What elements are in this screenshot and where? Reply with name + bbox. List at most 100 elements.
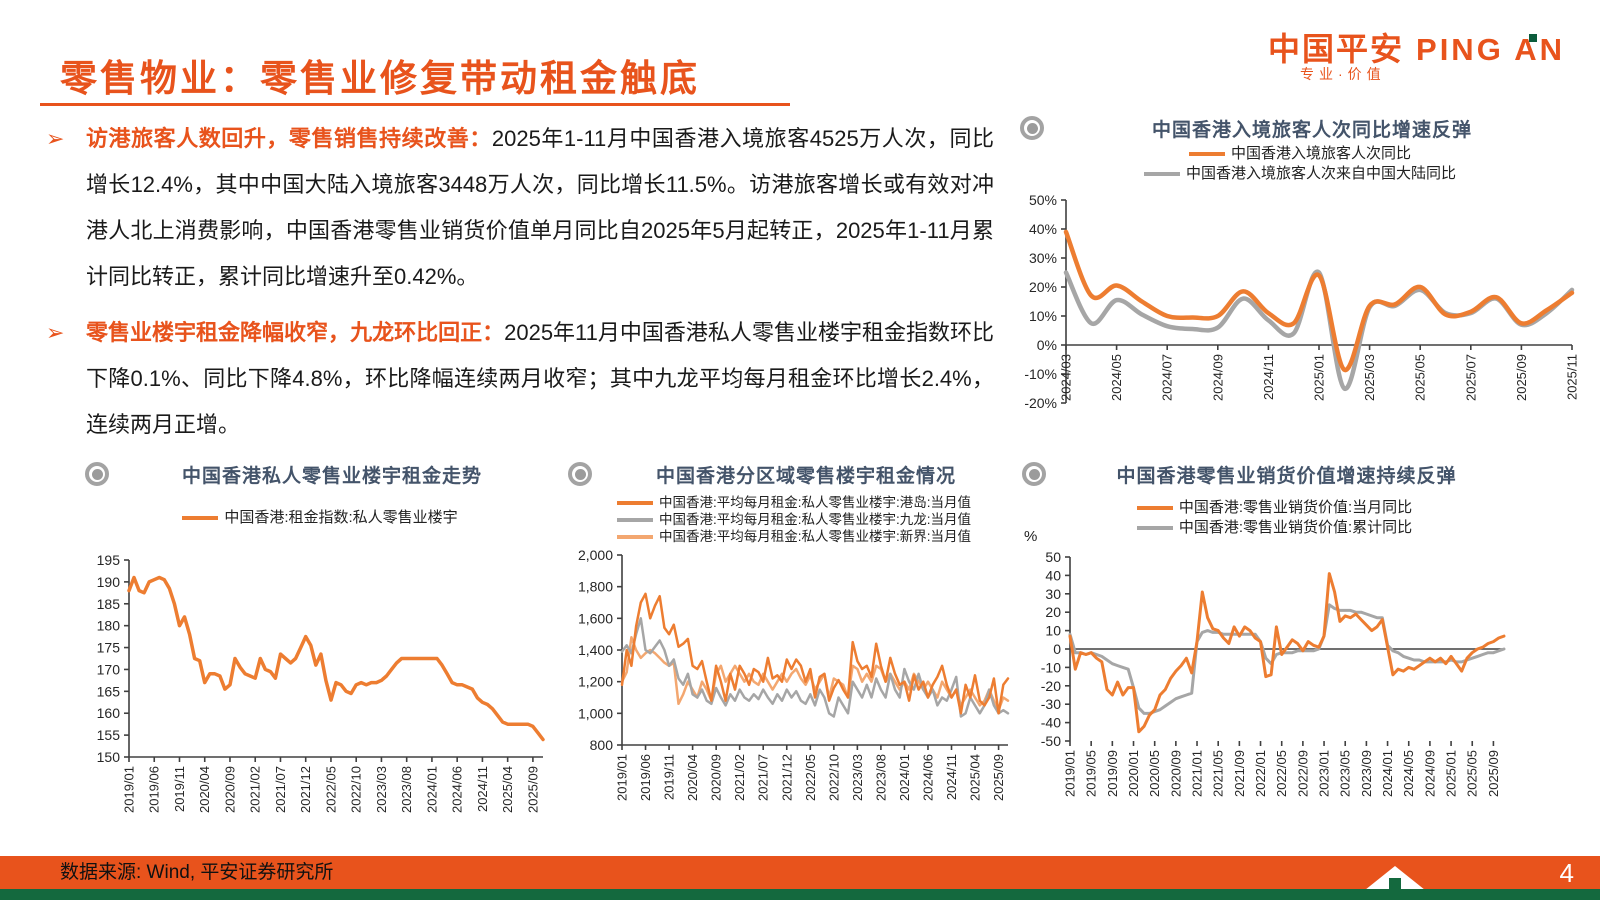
svg-text:50%: 50% [1029, 192, 1057, 208]
svg-text:2020/04: 2020/04 [685, 754, 700, 801]
bullet-item: ➢ 零售业楼宇租金降幅收窄，九龙环比回正：2025年11月中国香港私人零售业楼宇租… [46, 310, 994, 448]
bullet-list: ➢ 访港旅客人数回升，零售销售持续改善：2025年1-11月中国香港入境旅客452… [46, 116, 994, 458]
svg-text:2024/05: 2024/05 [1109, 354, 1124, 401]
chart-title: 中国香港私人零售业楼宇租金走势 [181, 465, 482, 487]
chart-legend: 中国香港入境旅客人次同比 中国香港入境旅客人次来自中国大陆同比 [1020, 144, 1580, 184]
svg-text:2019/05: 2019/05 [1084, 750, 1099, 797]
svg-text:2025/01: 2025/01 [1312, 354, 1327, 401]
svg-text:2021/09: 2021/09 [1232, 750, 1247, 797]
legend-label: 中国香港:平均每月租金:私人零售业楼宇:港岛:当月值 [658, 495, 971, 510]
pingan-mountain-icon [1365, 866, 1425, 890]
svg-text:2021/12: 2021/12 [779, 754, 794, 801]
data-source: 数据来源: Wind, 平安证券研究所 [60, 862, 334, 883]
chart-legend: 中国香港:租金指数:私人零售业楼宇 [85, 508, 555, 528]
bullet-body: 2025年1-11月中国香港入境旅客4525万人次，同比增长12.4%，其中中国… [86, 126, 994, 289]
logo-tagline: 专业·价值 [1300, 66, 1386, 82]
svg-text:2024/01: 2024/01 [1380, 750, 1395, 797]
line-chart-plot: 2,000 1,800 1,600 1,400 1,200 1,000 8002019/01… [578, 547, 1010, 801]
svg-text:2023/03: 2023/03 [374, 766, 389, 813]
svg-text:2025/09: 2025/09 [991, 754, 1006, 801]
svg-text:2019/01: 2019/01 [615, 754, 630, 801]
svg-text:2020/09: 2020/09 [709, 754, 724, 801]
bullet-lead: 访港旅客人数回升，零售销售持续改善： [86, 126, 492, 151]
legend-swatch [1136, 506, 1173, 510]
svg-text:2019/11: 2019/11 [172, 766, 187, 812]
bullseye-icon [1020, 116, 1044, 140]
svg-text:2019/01: 2019/01 [1063, 750, 1078, 797]
svg-text:1,600: 1,600 [578, 610, 613, 626]
chart-legend: 中国香港:平均每月租金:私人零售业楼宇:港岛:当月值 中国香港:平均每月租金:私… [568, 494, 1020, 545]
chart-visitor-arrivals: 中国香港入境旅客人次同比增速反弹 中国香港入境旅客人次同比 中国香港入境旅客人次… [1020, 112, 1580, 448]
svg-text:2025/01: 2025/01 [1444, 750, 1459, 797]
svg-text:2024/09: 2024/09 [1422, 750, 1437, 797]
svg-text:2024/06: 2024/06 [920, 754, 935, 801]
svg-text:1,000: 1,000 [578, 705, 613, 721]
svg-text:1,400: 1,400 [578, 642, 613, 658]
svg-text:2024/07: 2024/07 [1160, 354, 1175, 401]
svg-text:2024/03: 2024/03 [1059, 354, 1074, 401]
svg-text:40%: 40% [1029, 221, 1057, 237]
svg-text:20%: 20% [1029, 279, 1057, 295]
legend-swatch [616, 534, 653, 539]
svg-text:2021/05: 2021/05 [1211, 750, 1226, 797]
svg-text:1,800: 1,800 [578, 579, 613, 595]
svg-text:170: 170 [97, 661, 121, 677]
svg-text:2022/09: 2022/09 [1295, 750, 1310, 797]
bullet-item: ➢ 访港旅客人数回升，零售销售持续改善：2025年1-11月中国香港入境旅客452… [46, 116, 994, 300]
svg-text:-20: -20 [1041, 678, 1061, 694]
svg-text:2019/09: 2019/09 [1105, 750, 1120, 797]
chart-retail-sales-growth: 中国香港零售业销货价值增速持续反弹 中国香港:零售业销货价值:当月同比 中国香港… [1022, 458, 1527, 850]
legend-label: 中国香港:平均每月租金:私人零售业楼宇:九龙:当月值 [658, 512, 971, 527]
svg-text:2025/09: 2025/09 [1486, 750, 1501, 797]
title-underline [40, 103, 790, 106]
bullet-lead: 零售业楼宇租金降幅收窄，九龙环比回正： [86, 320, 505, 345]
svg-text:800: 800 [590, 737, 614, 753]
svg-text:2025/11: 2025/11 [1565, 354, 1580, 400]
svg-text:2020/04: 2020/04 [197, 766, 212, 813]
svg-text:2025/03: 2025/03 [1362, 354, 1377, 401]
legend-label: 中国香港:零售业销货价值:当月同比 [1178, 499, 1413, 516]
pingan-logo: 中国平安 PING AN [1268, 24, 1565, 70]
svg-text:10%: 10% [1029, 308, 1057, 324]
svg-text:0: 0 [1053, 641, 1061, 657]
svg-text:2021/02: 2021/02 [732, 754, 747, 801]
page-title: 零售物业：零售业修复带动租金触底 [60, 58, 700, 99]
svg-text:2020/09: 2020/09 [1168, 750, 1183, 797]
svg-text:-10: -10 [1041, 659, 1061, 675]
svg-text:0%: 0% [1037, 337, 1057, 353]
svg-text:2020/09: 2020/09 [222, 766, 237, 813]
svg-text:2025/05: 2025/05 [1413, 354, 1428, 401]
svg-text:2024/09: 2024/09 [1210, 354, 1225, 401]
svg-text:-50: -50 [1041, 733, 1061, 749]
svg-text:40: 40 [1045, 567, 1061, 583]
chart-title: 中国香港入境旅客人次同比增速反弹 [1151, 119, 1472, 141]
svg-text:185: 185 [97, 596, 121, 612]
svg-text:2021/12: 2021/12 [298, 766, 313, 813]
svg-text:2022/05: 2022/05 [323, 766, 338, 813]
svg-text:2019/06: 2019/06 [147, 766, 162, 813]
legend-label: 中国香港:平均每月租金:私人零售业楼宇:新界:当月值 [658, 529, 971, 544]
svg-text:2021/01: 2021/01 [1190, 750, 1205, 797]
logo-green-square-icon [1529, 34, 1538, 42]
svg-text:2022/05: 2022/05 [803, 754, 818, 801]
svg-text:2023/01: 2023/01 [1317, 750, 1332, 797]
svg-text:50: 50 [1045, 549, 1061, 565]
svg-text:2024/01: 2024/01 [897, 754, 912, 801]
svg-text:2024/11: 2024/11 [475, 766, 490, 812]
svg-text:30%: 30% [1029, 250, 1057, 266]
svg-text:10: 10 [1045, 623, 1061, 639]
chart-legend: 中国香港:零售业销货价值:当月同比 中国香港:零售业销货价值:累计同比 [1022, 498, 1527, 538]
svg-text:30: 30 [1045, 586, 1061, 602]
logo-text-en: PING AN [1416, 32, 1566, 67]
svg-text:2019/01: 2019/01 [122, 766, 137, 813]
svg-text:2025/09: 2025/09 [1514, 354, 1529, 401]
svg-text:2025/04: 2025/04 [968, 754, 983, 801]
svg-text:2025/05: 2025/05 [1465, 750, 1480, 797]
svg-text:-10%: -10% [1024, 366, 1057, 382]
legend-label: 中国香港:租金指数:私人零售业楼宇 [224, 509, 458, 526]
legend-swatch [182, 516, 219, 520]
legend-swatch [1188, 152, 1225, 156]
svg-text:2025/07: 2025/07 [1463, 354, 1478, 401]
